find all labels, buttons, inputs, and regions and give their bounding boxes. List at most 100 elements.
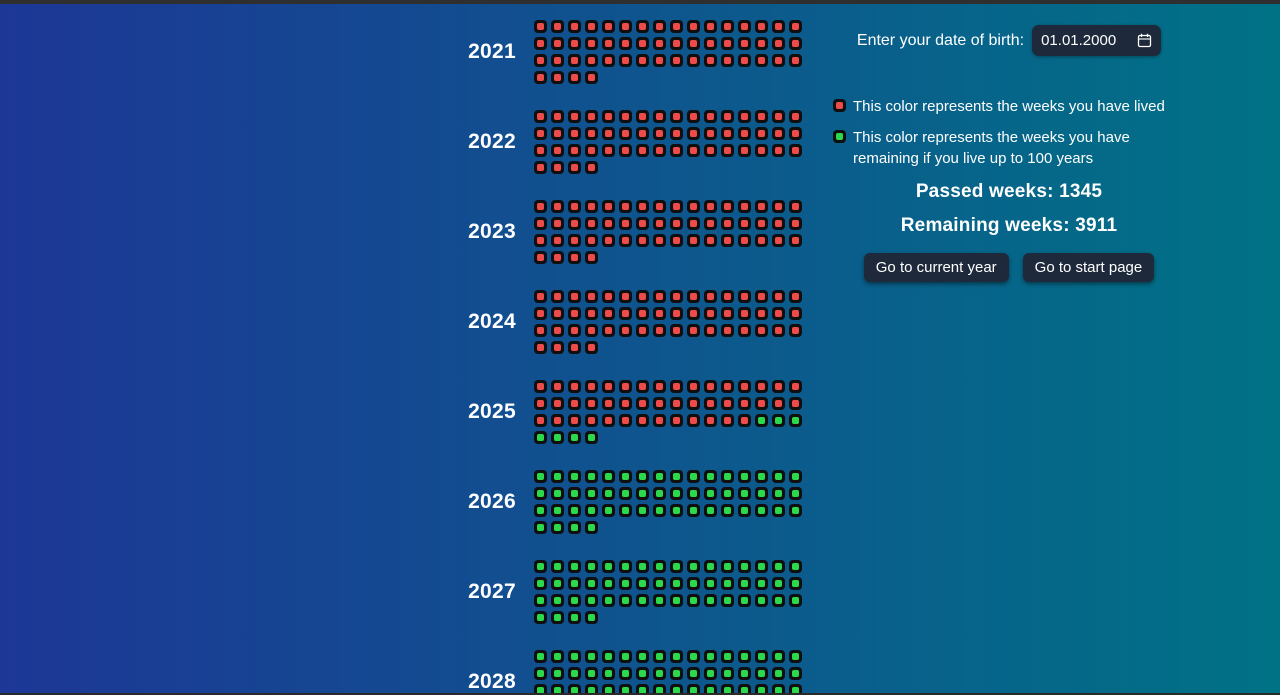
week-cell <box>772 487 785 500</box>
week-remaining-dot <box>588 580 595 587</box>
week-lived-dot <box>792 40 799 47</box>
week-remaining-dot <box>690 473 697 480</box>
week-lived-dot <box>758 293 765 300</box>
go-to-current-year-button[interactable]: Go to current year <box>863 253 1009 282</box>
week-lived-dot <box>588 383 595 390</box>
week-lived-dot <box>656 130 663 137</box>
week-remaining-dot <box>690 597 697 604</box>
week-cell <box>738 200 751 213</box>
week-remaining-dot <box>724 580 731 587</box>
week-cell <box>585 684 598 695</box>
week-remaining-dot <box>707 507 714 514</box>
week-lived-dot <box>588 417 595 424</box>
week-cell <box>721 667 734 680</box>
week-cell <box>568 307 581 320</box>
week-lived-dot <box>656 203 663 210</box>
week-remaining-dot <box>741 670 748 677</box>
week-remaining-dot <box>673 670 680 677</box>
week-cell <box>568 504 581 517</box>
week-cell <box>772 307 785 320</box>
week-cell <box>704 650 717 663</box>
week-lived-dot <box>707 203 714 210</box>
week-lived-dot <box>571 417 578 424</box>
week-cell <box>789 650 802 663</box>
week-cell <box>602 414 615 427</box>
week-remaining-dot <box>792 490 799 497</box>
week-lived-dot <box>724 220 731 227</box>
week-cell <box>551 251 564 264</box>
week-cell <box>585 521 598 534</box>
week-remaining-dot <box>792 563 799 570</box>
window-bottom-edge <box>0 693 1280 695</box>
week-remaining-dot <box>554 614 561 621</box>
week-cell <box>653 54 666 67</box>
week-cell <box>704 487 717 500</box>
week-cell <box>602 20 615 33</box>
week-remaining-dot <box>622 653 629 660</box>
week-cell <box>534 110 547 123</box>
week-remaining-dot <box>690 563 697 570</box>
week-cell <box>704 200 717 213</box>
week-remaining-dot <box>537 473 544 480</box>
week-lived-dot <box>673 40 680 47</box>
week-remaining-dot <box>707 653 714 660</box>
week-cell <box>568 234 581 247</box>
week-remaining-dot <box>741 490 748 497</box>
week-remaining-dot <box>656 580 663 587</box>
lived-color-dot <box>836 102 843 109</box>
week-cell <box>534 161 547 174</box>
week-lived-dot <box>724 417 731 424</box>
week-lived-dot <box>792 327 799 334</box>
week-cell <box>687 667 700 680</box>
week-cell <box>534 431 547 444</box>
week-remaining-dot <box>758 563 765 570</box>
week-cell <box>568 577 581 590</box>
week-lived-dot <box>673 400 680 407</box>
dob-input-field[interactable] <box>1041 32 1130 49</box>
week-remaining-dot <box>571 507 578 514</box>
week-lived-dot <box>571 254 578 261</box>
week-lived-dot <box>622 310 629 317</box>
week-cell <box>670 324 683 337</box>
year-label: 2023 <box>468 220 516 243</box>
week-lived-dot <box>707 237 714 244</box>
week-lived-dot <box>622 147 629 154</box>
week-cell <box>653 127 666 140</box>
week-cell <box>551 341 564 354</box>
week-lived-dot <box>605 383 612 390</box>
week-remaining-dot <box>775 563 782 570</box>
week-cell <box>636 397 649 410</box>
week-lived-dot <box>690 23 697 30</box>
week-remaining-dot <box>554 653 561 660</box>
week-cell <box>551 504 564 517</box>
dob-input[interactable] <box>1032 25 1162 56</box>
week-lived-dot <box>656 383 663 390</box>
week-cell <box>670 667 683 680</box>
week-lived-dot <box>690 220 697 227</box>
week-remaining-dot <box>656 687 663 694</box>
week-cell <box>534 54 547 67</box>
week-cell <box>721 290 734 303</box>
legend-lived-text: This color represents the weeks you have… <box>853 98 1165 115</box>
week-cell <box>789 234 802 247</box>
week-cell <box>636 290 649 303</box>
week-remaining-dot <box>571 434 578 441</box>
week-lived-dot <box>775 327 782 334</box>
week-remaining-dot <box>758 473 765 480</box>
week-cell <box>534 71 547 84</box>
week-lived-dot <box>605 220 612 227</box>
week-remaining-dot <box>571 563 578 570</box>
calendar-icon[interactable] <box>1137 33 1152 48</box>
week-cell <box>568 380 581 393</box>
go-to-start-page-button[interactable]: Go to start page <box>1022 253 1155 282</box>
week-cell <box>551 380 564 393</box>
week-cell <box>534 217 547 230</box>
week-cell <box>738 54 751 67</box>
week-cell <box>789 487 802 500</box>
week-cell <box>568 110 581 123</box>
week-lived-dot <box>622 237 629 244</box>
week-lived-dot <box>724 400 731 407</box>
week-remaining-dot <box>588 490 595 497</box>
week-cell <box>602 144 615 157</box>
week-cell <box>755 667 768 680</box>
